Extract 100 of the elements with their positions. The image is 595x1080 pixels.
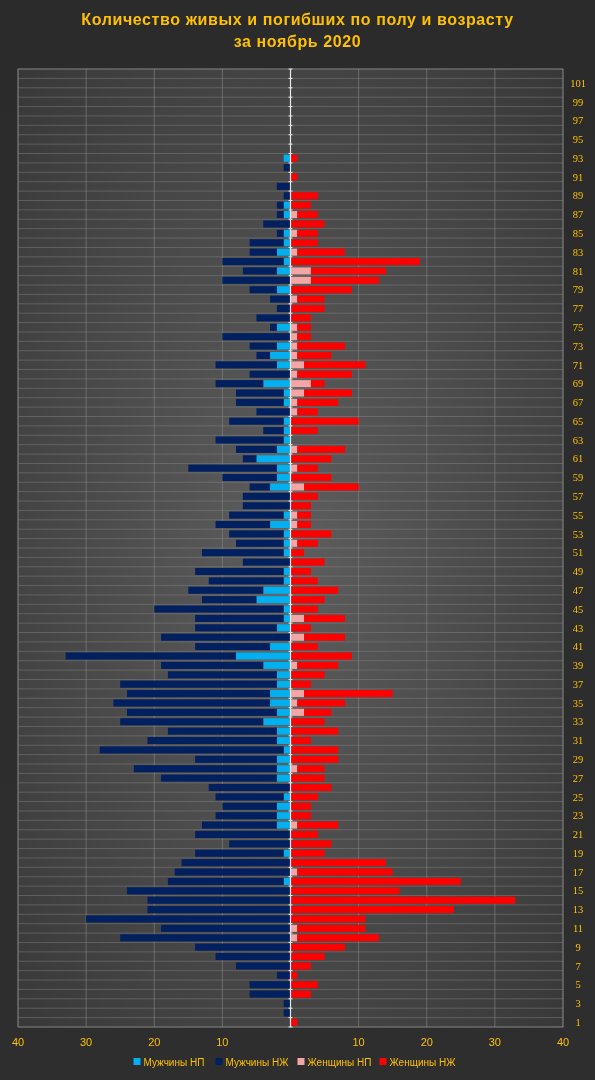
bar xyxy=(242,558,291,566)
bar xyxy=(290,727,339,735)
bar xyxy=(297,351,332,359)
bar xyxy=(99,746,284,754)
bar xyxy=(290,943,345,951)
bar xyxy=(290,859,386,867)
bar xyxy=(276,765,291,773)
bar xyxy=(290,849,325,857)
bar xyxy=(256,596,291,604)
y-tick-label: 83 xyxy=(572,246,584,258)
bar xyxy=(290,755,339,763)
bar xyxy=(290,276,311,284)
bar xyxy=(242,455,257,463)
bar xyxy=(236,652,291,660)
bar xyxy=(263,380,291,388)
bar xyxy=(290,586,339,594)
bar xyxy=(290,361,305,369)
y-tick-label: 31 xyxy=(572,735,584,747)
bar xyxy=(222,276,291,284)
bar xyxy=(236,389,284,397)
bar xyxy=(290,915,366,923)
bar xyxy=(297,370,352,378)
bar xyxy=(276,248,291,256)
x-tick-label: 10 xyxy=(216,1036,229,1048)
bar xyxy=(290,286,352,294)
bar xyxy=(270,699,291,707)
bar xyxy=(297,924,366,932)
bar xyxy=(290,258,420,266)
y-tick-label: 35 xyxy=(572,697,584,709)
bar xyxy=(229,530,284,538)
y-tick-label: 23 xyxy=(572,810,584,822)
bar xyxy=(276,342,291,350)
bar xyxy=(290,192,318,200)
bar xyxy=(236,445,277,453)
bar xyxy=(276,802,291,810)
bar xyxy=(276,971,291,979)
bar xyxy=(263,586,291,594)
y-tick-label: 11 xyxy=(572,923,584,935)
bar xyxy=(297,511,311,519)
bar xyxy=(290,389,305,397)
bar xyxy=(290,624,311,632)
y-tick-label: 19 xyxy=(572,847,584,859)
bar xyxy=(113,699,271,707)
bar xyxy=(290,671,325,679)
bar xyxy=(195,614,284,622)
bar xyxy=(270,323,277,331)
bar xyxy=(276,821,291,829)
bar xyxy=(297,699,345,707)
bar xyxy=(290,577,318,585)
bar xyxy=(290,962,311,970)
bar xyxy=(290,652,352,660)
y-tick-label: 89 xyxy=(572,190,584,202)
bar xyxy=(167,727,277,735)
bar xyxy=(167,671,277,679)
bar xyxy=(270,483,291,491)
bar xyxy=(290,643,318,651)
y-tick-label: 79 xyxy=(572,284,584,296)
y-tick-label: 65 xyxy=(572,415,584,427)
y-tick-label: 39 xyxy=(572,660,584,672)
y-tick-label: 67 xyxy=(572,397,584,409)
y-tick-label: 3 xyxy=(575,998,581,1010)
bar xyxy=(215,812,277,820)
bar xyxy=(276,624,291,632)
bar xyxy=(290,614,305,622)
bar xyxy=(290,239,318,247)
bar xyxy=(276,680,291,688)
bar xyxy=(297,333,311,341)
bar xyxy=(201,549,284,557)
bar xyxy=(201,596,257,604)
bar xyxy=(297,398,339,406)
bar xyxy=(290,314,311,322)
bar xyxy=(195,755,277,763)
bar xyxy=(161,661,264,669)
bar xyxy=(256,455,291,463)
bar xyxy=(290,267,311,275)
bar xyxy=(276,286,291,294)
y-tick-label: 27 xyxy=(572,772,584,784)
bar xyxy=(276,812,291,820)
y-tick-label: 81 xyxy=(572,265,584,277)
y-tick-label: 29 xyxy=(572,754,584,765)
bar xyxy=(195,567,284,575)
bar xyxy=(181,859,291,867)
bar xyxy=(297,868,393,876)
bar xyxy=(195,830,291,838)
bar xyxy=(290,877,461,885)
bar xyxy=(304,690,393,698)
y-tick-label: 85 xyxy=(572,228,584,240)
bar xyxy=(215,361,277,369)
bar xyxy=(188,586,264,594)
bar xyxy=(249,248,277,256)
bar xyxy=(167,877,284,885)
y-tick-label: 43 xyxy=(572,622,584,634)
y-tick-label: 63 xyxy=(572,434,584,446)
y-tick-label: 57 xyxy=(572,491,584,503)
bar xyxy=(290,173,298,181)
bar xyxy=(276,774,291,782)
y-tick-label: 1 xyxy=(575,1016,581,1028)
bar xyxy=(310,276,380,284)
bar xyxy=(154,605,284,613)
x-tick-label: 20 xyxy=(420,1036,433,1048)
